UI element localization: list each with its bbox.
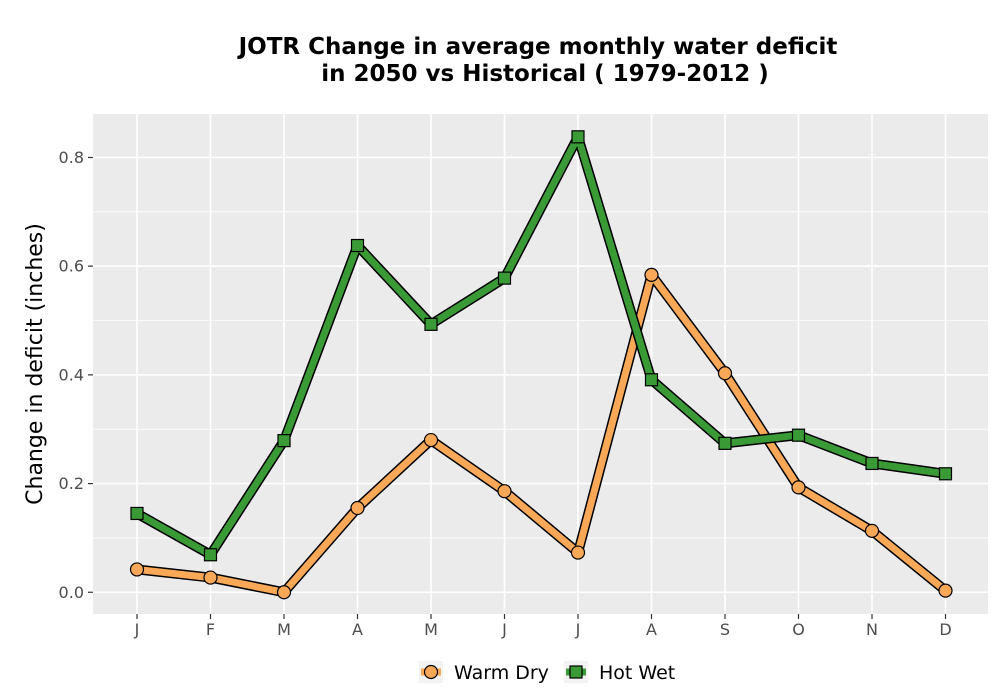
legend-label: Warm Dry xyxy=(454,662,549,684)
data-point xyxy=(423,432,439,448)
y-axis-label: Change in deficit (inches) xyxy=(23,223,48,505)
legend-label: Hot Wet xyxy=(599,662,675,684)
data-point xyxy=(864,523,880,538)
x-tick-label: O xyxy=(792,620,805,639)
data-point xyxy=(350,500,365,516)
data-point xyxy=(865,456,879,471)
grid-lines xyxy=(93,114,988,614)
data-point xyxy=(203,548,218,562)
legend: Warm Dry Hot Wet xyxy=(419,661,675,684)
series-hot-wet xyxy=(130,130,953,562)
data-point xyxy=(129,562,145,577)
legend-key-marker xyxy=(569,665,583,679)
data-point xyxy=(938,583,953,598)
series-line xyxy=(133,133,949,559)
data-point xyxy=(791,480,806,495)
data-point xyxy=(717,366,733,381)
data-point xyxy=(497,271,512,285)
x-tick-label: A xyxy=(352,620,363,639)
x-tick-label: S xyxy=(720,620,730,639)
data-point xyxy=(718,436,732,450)
data-point xyxy=(130,506,144,521)
x-tick-label: M xyxy=(277,620,291,639)
chart-title-line-1: JOTR Change in average monthly water def… xyxy=(237,34,838,60)
legend-item: Hot Wet xyxy=(564,661,675,684)
x-tick-label: J xyxy=(134,620,140,639)
x-tick-label: F xyxy=(206,620,215,639)
x-tick-label: M xyxy=(424,620,438,639)
series-line xyxy=(133,271,949,596)
x-tick-label: A xyxy=(646,620,657,639)
y-tick-label: 0.2 xyxy=(59,474,84,493)
data-point xyxy=(203,570,218,585)
data-point xyxy=(571,130,585,144)
axes: 0.0 0.2 0.4 0.6 0.8 J F M A M J J A S O N D xyxy=(59,148,952,639)
y-tick-label: 0.0 xyxy=(59,583,84,602)
chart-title-line-2: in 2050 vs Historical ( 1979-2012 ) xyxy=(321,61,768,87)
series-layer xyxy=(129,130,953,600)
x-tick-label: J xyxy=(575,620,581,639)
x-tick-label: D xyxy=(939,620,951,639)
data-point xyxy=(277,434,291,448)
data-point xyxy=(276,585,292,600)
data-point xyxy=(570,545,586,560)
x-tick-label: J xyxy=(501,620,507,639)
data-point xyxy=(350,238,365,253)
series-warm-dry xyxy=(129,267,953,600)
data-point xyxy=(644,373,659,387)
y-tick-label: 0.6 xyxy=(59,257,84,276)
legend-key-marker xyxy=(423,664,439,680)
data-point xyxy=(938,467,953,481)
data-point xyxy=(424,317,438,331)
data-point xyxy=(791,428,806,442)
legend-item: Warm Dry xyxy=(419,661,549,684)
y-tick-label: 0.4 xyxy=(59,365,84,384)
x-tick-label: N xyxy=(866,620,878,639)
data-point xyxy=(497,484,512,499)
plot-panel xyxy=(93,114,988,614)
data-point xyxy=(644,267,659,282)
y-tick-label: 0.8 xyxy=(59,148,84,167)
